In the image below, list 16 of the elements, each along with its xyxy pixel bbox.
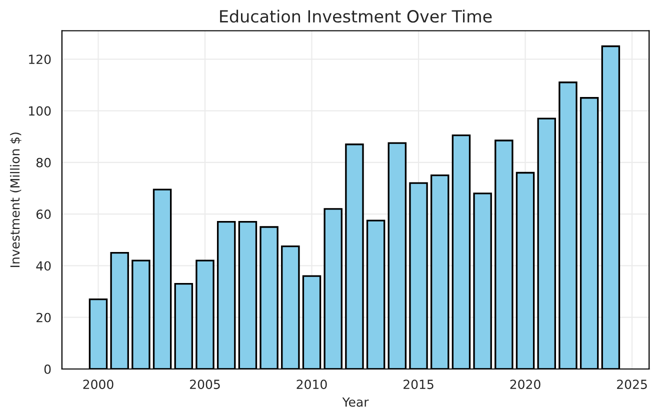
x-tick-label: 2005	[190, 380, 220, 390]
y-tick-label: 60	[36, 210, 51, 220]
y-tick-label: 40	[36, 261, 51, 271]
x-axis-title: Year	[342, 397, 369, 407]
y-tick-label: 0	[44, 364, 51, 374]
y-tick-label: 20	[36, 312, 51, 322]
x-tick-label: 2020	[510, 380, 540, 390]
y-axis-title: Investment (Million $)	[10, 132, 22, 267]
x-tick-label: 2010	[296, 380, 327, 390]
x-tick-label: 2000	[83, 380, 114, 390]
y-tick-label: 120	[29, 54, 51, 64]
y-tick-label: 80	[36, 158, 51, 168]
x-tick-label: 2015	[404, 380, 434, 390]
x-tick-label: 2025	[617, 380, 647, 390]
y-tick-label: 100	[29, 106, 51, 116]
chart-title: Education Investment Over Time	[220, 10, 492, 23]
